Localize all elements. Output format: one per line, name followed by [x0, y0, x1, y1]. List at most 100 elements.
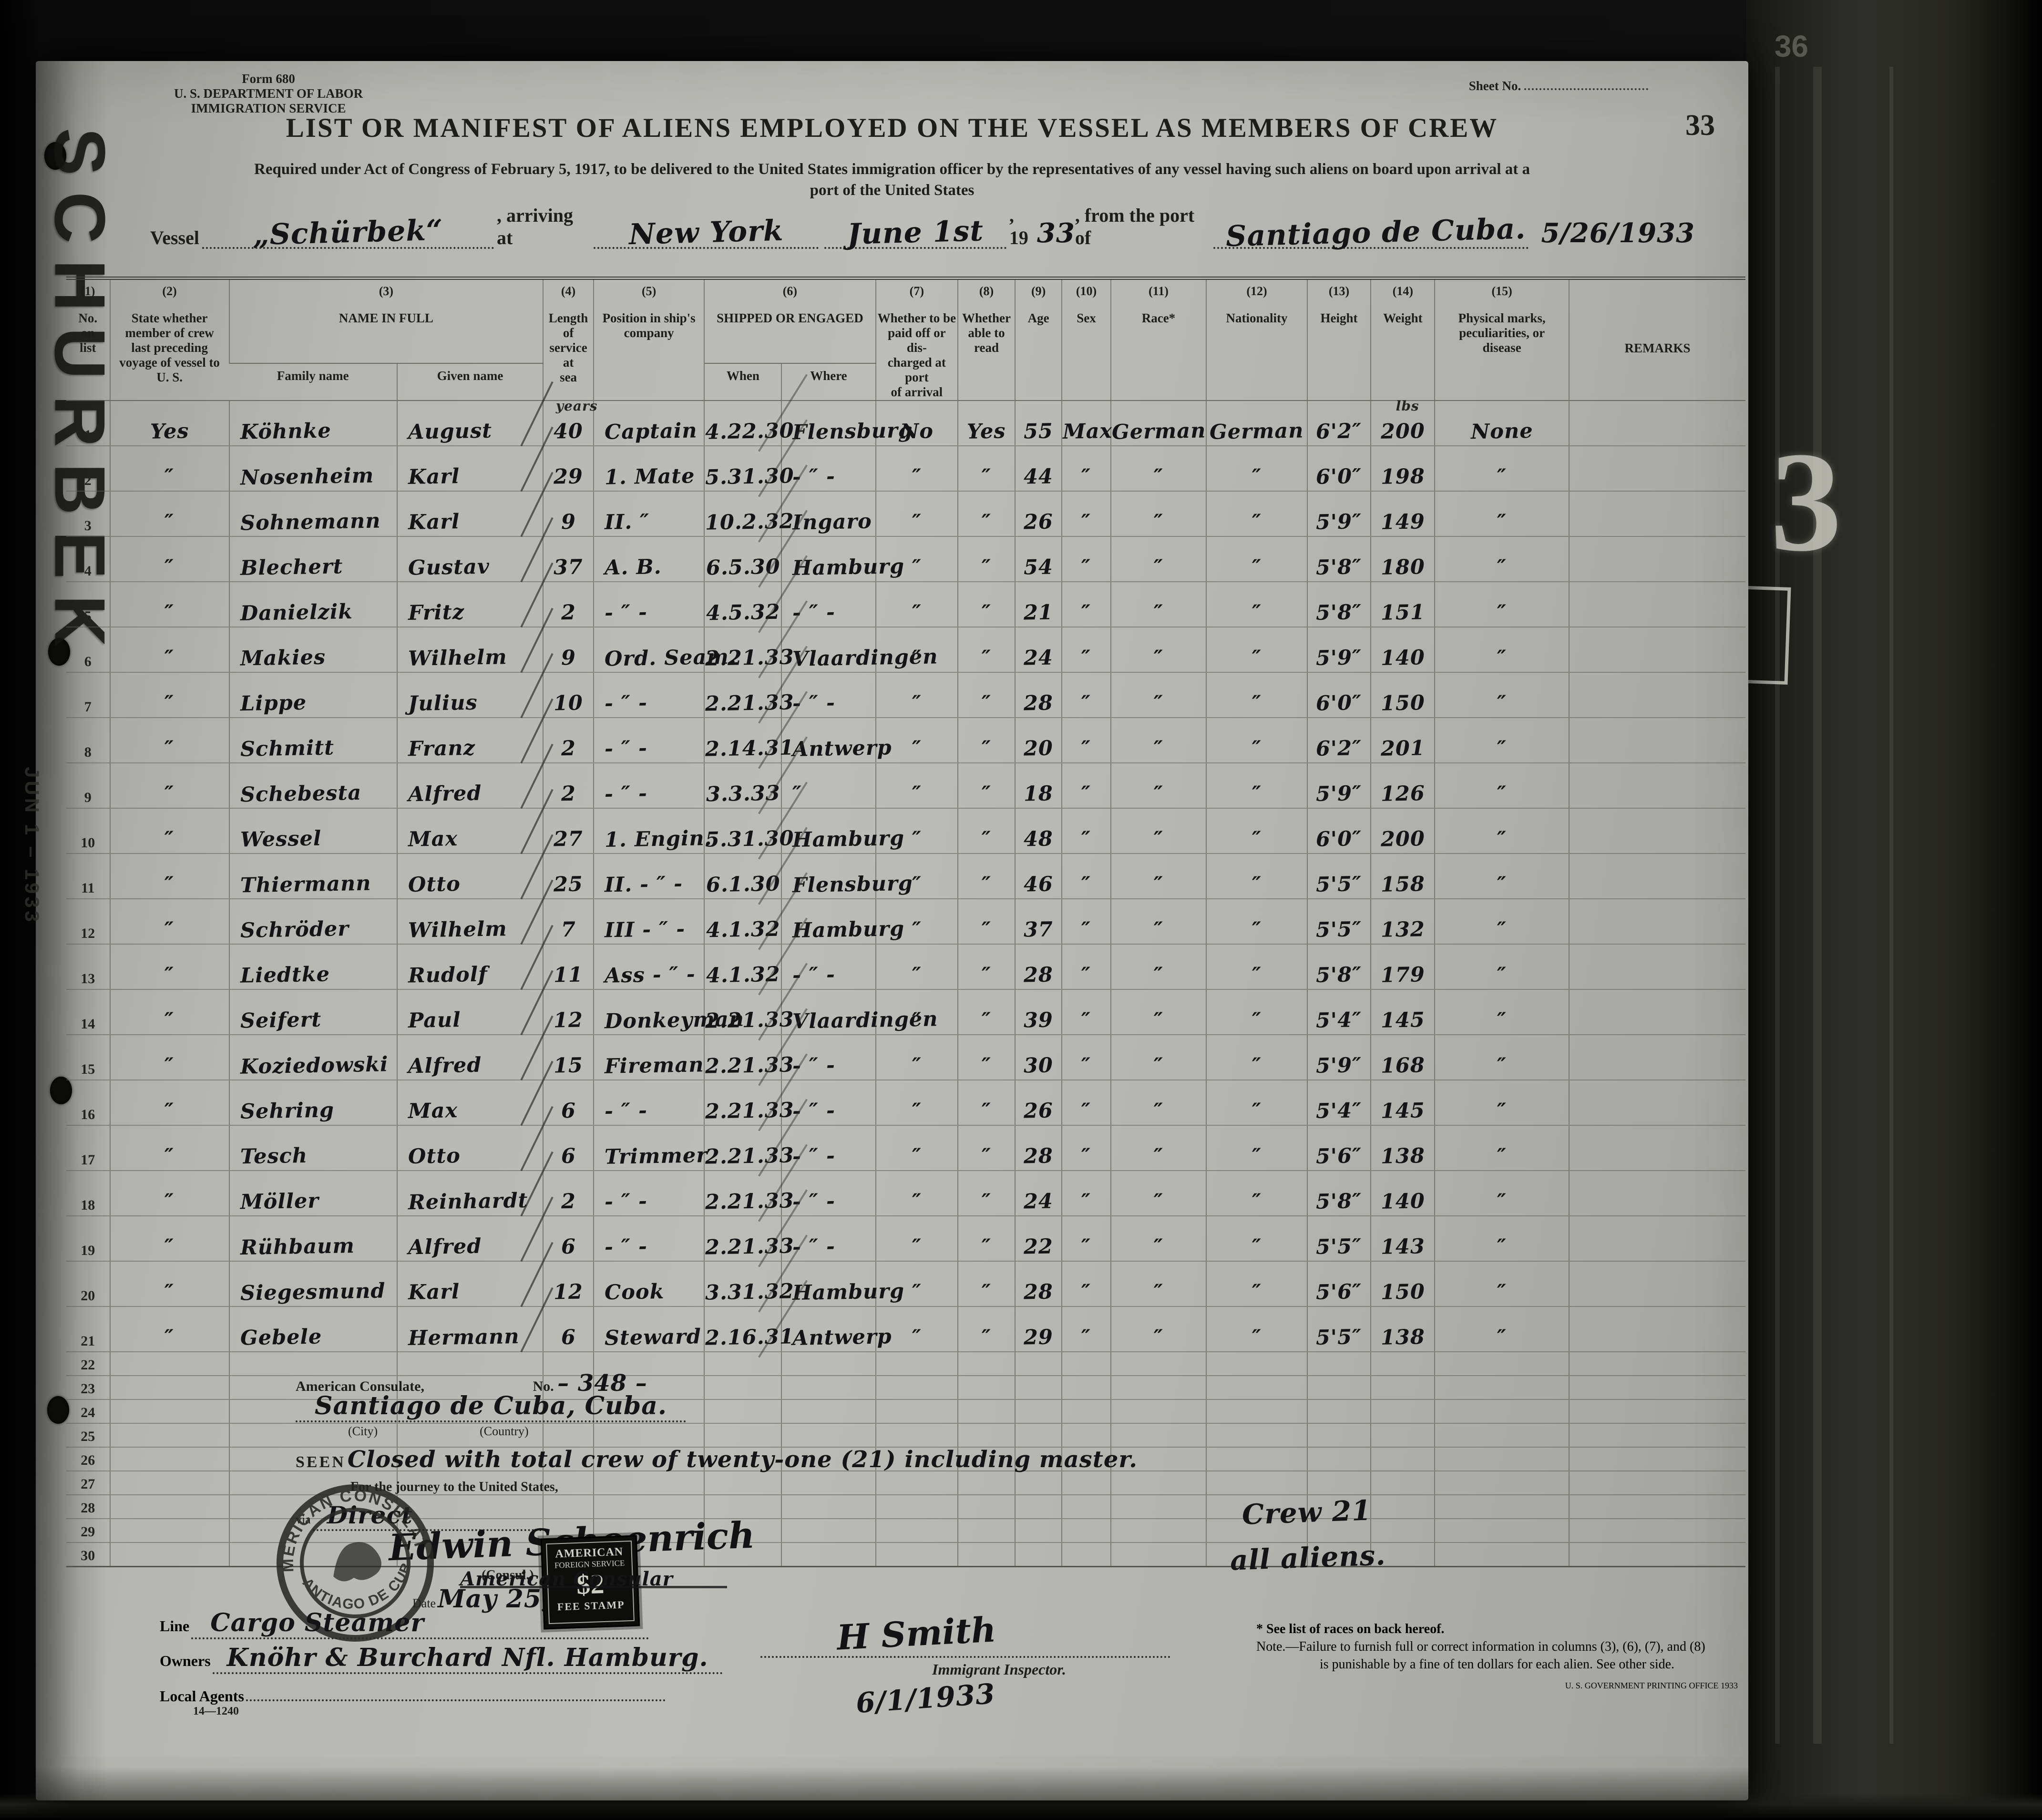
cell-remarks: [1569, 899, 1745, 945]
cell-family: [228, 1352, 397, 1376]
cell-crew: ″: [109, 808, 229, 854]
cell-paid: [875, 1447, 958, 1471]
cell-read: [957, 1423, 1015, 1448]
cell-paid: ″: [875, 1171, 958, 1216]
handwritten-entry: 5'9″: [1316, 510, 1363, 535]
handwritten-entry: 6.1.30: [706, 872, 780, 897]
cell-race: [1110, 1376, 1207, 1400]
cell-weight: 180: [1370, 536, 1435, 582]
cell-weight: 200 lbs: [1370, 398, 1435, 446]
cell-no: 29: [66, 1519, 110, 1543]
col-header-nationality: (12) Nationality: [1206, 278, 1307, 401]
cell-where: Antwerp: [781, 718, 892, 763]
handwritten-entry: 2.14.31: [705, 736, 795, 761]
cell-marks: [1434, 1519, 1570, 1543]
cell-given: Paul: [396, 989, 544, 1035]
cell-paid: ″: [875, 536, 958, 582]
handwritten-entry: ″: [981, 1144, 992, 1169]
handwritten-entry: 4.5.32: [706, 600, 780, 626]
cell-paid: ″: [875, 763, 958, 809]
cell-crew: [109, 1447, 229, 1471]
cell-family: [228, 1495, 397, 1519]
cell-marks: [1434, 1376, 1570, 1400]
handwritten-entry: Otto: [408, 872, 461, 897]
handwritten-entry: ″: [1497, 1099, 1507, 1123]
handwritten-entry: ″: [1081, 781, 1092, 806]
handwritten-entry: ″: [981, 917, 992, 942]
cell-height: 5'5″: [1306, 1306, 1371, 1352]
cell-height: 5'4″: [1306, 989, 1371, 1035]
cell-read: ″: [957, 718, 1015, 763]
handwritten-entry: 140: [1380, 1189, 1426, 1214]
cell-position: II. - ″ -: [593, 853, 705, 899]
col-header-remarks: REMARKS: [1569, 278, 1745, 401]
handwritten-entry: 6'2″: [1316, 736, 1363, 761]
cell-race: German: [1110, 401, 1207, 446]
cell-no: 21: [66, 1306, 110, 1352]
cell-family: [228, 1376, 397, 1400]
handwritten-entry: ″: [912, 781, 922, 806]
handwritten-entry: 29: [1023, 1325, 1054, 1350]
handwritten-entry: 44: [1023, 464, 1054, 489]
cell-height: [1306, 1542, 1371, 1567]
handwritten-entry: 2.21.33: [705, 690, 795, 716]
cell-sex: ″: [1061, 446, 1111, 492]
handwritten-entry: ″: [1153, 1053, 1164, 1078]
cell-nationality: ″: [1206, 808, 1307, 854]
department-name: U. S. DEPARTMENT OF LABOR: [174, 86, 363, 101]
cell-given: [396, 1447, 544, 1471]
cell-nationality: [1206, 1399, 1307, 1424]
sheet-number-blank: [1524, 78, 1648, 90]
inspector-signature-line: [760, 1656, 1170, 1658]
cell-age: 21: [1014, 582, 1062, 627]
page-edge-streak: [1775, 67, 1780, 1744]
cell-weight: 168: [1370, 1035, 1435, 1080]
handwritten-entry: ″: [981, 1280, 992, 1305]
handwritten-entry: ″: [1497, 736, 1507, 761]
cell-remarks: [1569, 1376, 1745, 1400]
cell-crew: [109, 1542, 229, 1567]
cell-position: - ″ -: [593, 1171, 705, 1216]
cell-age: [1014, 1352, 1062, 1376]
cell-crew: ″: [109, 1035, 229, 1080]
handwritten-entry: 132: [1380, 917, 1426, 942]
handwritten-entry: Schmitt: [240, 736, 335, 761]
cell-service: 6: [543, 1306, 594, 1352]
cell-age: [1014, 1519, 1062, 1543]
cell-race: ″: [1110, 672, 1207, 718]
cell-family: Siegesmund: [228, 1261, 397, 1307]
handwritten-entry: 4.1.32: [706, 917, 780, 943]
handwritten-entry: ″: [164, 781, 175, 806]
cell-paid: ″: [875, 989, 958, 1035]
handwritten-entry: Rudolf: [408, 962, 488, 988]
cell-where: Antwerp: [781, 1306, 892, 1352]
handwritten-entry: 4.22.30: [705, 419, 795, 444]
handwritten-entry: ″: [1497, 1008, 1507, 1033]
handwritten-entry: 24: [1023, 1189, 1054, 1214]
handwritten-entry: ″: [981, 963, 992, 987]
handwritten-entry: Köhnke: [240, 419, 331, 444]
handwritten-entry: 138: [1380, 1325, 1426, 1350]
handwritten-entry: ″: [1252, 555, 1262, 580]
table-row: 13 ″ Liedtke Rudolf 11 Ass - ″ - 4.1.32- ″ - ″ ″…: [66, 944, 1745, 990]
cell-read: [957, 1495, 1015, 1519]
cell-when: 4.1.32: [704, 899, 782, 945]
handwritten-entry: Nosenheim: [240, 463, 374, 490]
cell-height: [1306, 1519, 1371, 1543]
handwritten-entry: ″: [981, 736, 992, 761]
cell-race: ″: [1110, 536, 1207, 582]
cell-no: 13: [66, 944, 110, 990]
cell-sex: ″: [1061, 1306, 1111, 1352]
handwritten-entry: ″: [981, 872, 992, 897]
handwritten-entry: ″: [912, 600, 922, 625]
col-header-sex: (10) Sex: [1061, 278, 1111, 401]
handwritten-entry: 6: [561, 1234, 576, 1259]
handwritten-entry: ″: [1497, 691, 1507, 716]
table-row: 3 ″ Sohnemann Karl 9 II. ″ 10.2.32 Ingaro ″ ″ 26 ″ ″…: [66, 491, 1745, 537]
cell-height: 5'9″: [1306, 491, 1371, 537]
handwritten-entry: II. - ″ -: [604, 872, 683, 897]
col-header-given-name: Given name: [396, 363, 544, 401]
handwritten-entry: ″: [912, 1008, 922, 1033]
table-row: 18 ″ Möller Reinhardt 2- ″ -2.21.33- ″ - ″ ″ 24…: [66, 1171, 1745, 1216]
handwritten-entry: ″: [1081, 510, 1092, 535]
